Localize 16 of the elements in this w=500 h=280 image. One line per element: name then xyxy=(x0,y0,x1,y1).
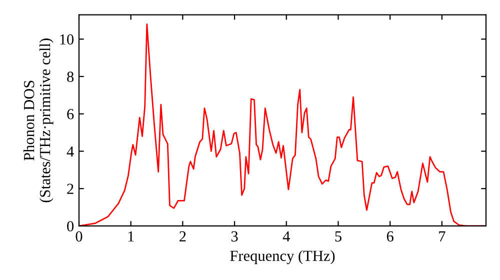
x-tick-label: 0 xyxy=(76,231,82,242)
x-tick-label: 6 xyxy=(386,231,394,242)
y-tick-label: 8 xyxy=(67,72,74,82)
y-tick-label: 4 xyxy=(66,146,74,157)
x-tick-label: 7 xyxy=(439,231,446,242)
x-tick-label: 2 xyxy=(180,231,186,242)
x-tick-label: 1 xyxy=(128,231,134,242)
x-tick-label: 3 xyxy=(231,231,238,242)
x-tick-label: 4 xyxy=(282,231,290,242)
y-axis-title: Phonon DOS (States/THz·primitive cell) xyxy=(23,38,54,202)
x-tick-label: 5 xyxy=(335,231,342,242)
y-tick-label: 10 xyxy=(60,34,74,45)
y-tick-label: 0 xyxy=(67,221,74,232)
y-tick-label: 6 xyxy=(67,109,74,120)
y-tick-label: 2 xyxy=(67,184,74,194)
x-axis-title: Frequency (THz) xyxy=(230,250,335,264)
